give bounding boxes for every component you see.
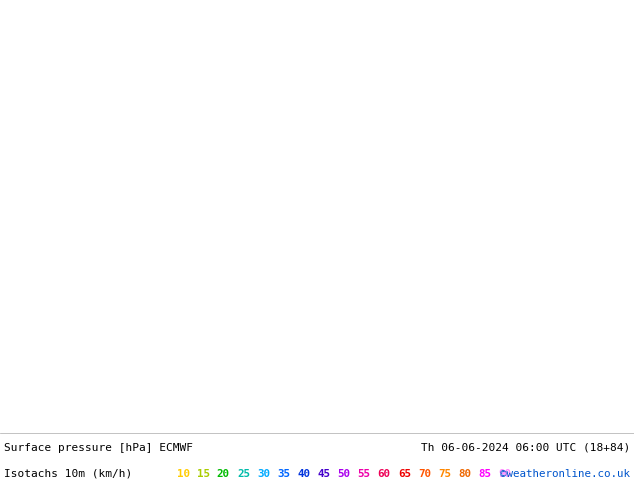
- Text: 70: 70: [418, 469, 431, 479]
- Text: ©weatheronline.co.uk: ©weatheronline.co.uk: [500, 469, 630, 479]
- Text: 20: 20: [217, 469, 230, 479]
- Text: 60: 60: [378, 469, 391, 479]
- Text: 40: 40: [297, 469, 310, 479]
- Text: Isotachs 10m (km/h): Isotachs 10m (km/h): [4, 469, 133, 479]
- Text: 45: 45: [318, 469, 330, 479]
- Text: 50: 50: [337, 469, 351, 479]
- Text: Th 06-06-2024 06:00 UTC (18+84): Th 06-06-2024 06:00 UTC (18+84): [421, 443, 630, 453]
- Text: 55: 55: [358, 469, 371, 479]
- Text: 10: 10: [176, 469, 190, 479]
- Text: Surface pressure [hPa] ECMWF: Surface pressure [hPa] ECMWF: [4, 443, 193, 453]
- Text: 25: 25: [237, 469, 250, 479]
- Text: 90: 90: [498, 469, 512, 479]
- Text: 65: 65: [398, 469, 411, 479]
- Text: 75: 75: [438, 469, 451, 479]
- Text: 85: 85: [479, 469, 491, 479]
- Text: 30: 30: [257, 469, 270, 479]
- Text: 35: 35: [277, 469, 290, 479]
- Text: 80: 80: [458, 469, 471, 479]
- Text: 15: 15: [197, 469, 210, 479]
